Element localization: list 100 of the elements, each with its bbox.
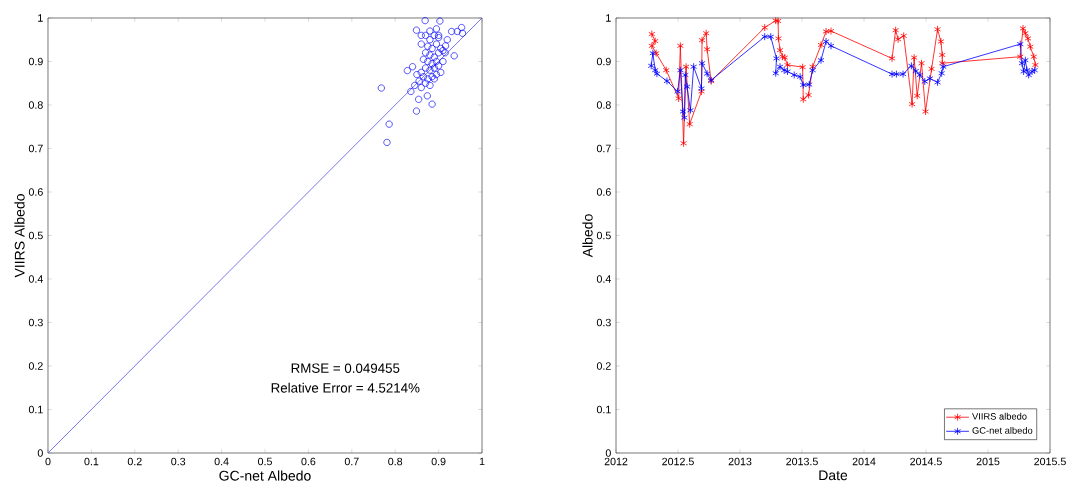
y-tick-label: 0.8: [596, 101, 611, 109]
point: [817, 56, 825, 65]
x-tick-label: 0.5: [258, 457, 272, 466]
x-tick-label: 0.3: [171, 457, 186, 466]
point: [799, 63, 807, 72]
point: [703, 45, 711, 54]
point: [772, 69, 780, 78]
annotation: RMSE = 0.049455: [291, 363, 400, 373]
point: [682, 62, 690, 71]
point: [1016, 40, 1024, 48]
point: [822, 27, 830, 36]
point: [908, 100, 916, 108]
point: [888, 70, 896, 78]
point: [776, 62, 784, 71]
x-tick-label: 2013.5: [786, 457, 818, 466]
x-axis-title: Date: [819, 470, 848, 481]
y-axis-title: Albedo: [582, 214, 593, 258]
point: [690, 62, 698, 71]
point: [698, 36, 706, 45]
point: [928, 65, 935, 73]
y-tick-label: 1: [606, 14, 611, 22]
point: [937, 37, 945, 46]
point: [809, 66, 817, 75]
point: [773, 54, 780, 63]
point: [675, 94, 683, 103]
x-tick-label: 0.2: [127, 457, 142, 466]
point: [805, 91, 812, 99]
y-tick-label: 0: [605, 449, 611, 457]
point: [674, 87, 682, 96]
point: [817, 41, 825, 49]
point: [686, 120, 694, 128]
point: [799, 81, 807, 89]
x-tick-label: 0.1: [84, 457, 99, 466]
y-tick-label: 0: [37, 449, 43, 457]
point: [662, 66, 670, 75]
legend-label: VIIRS albedo: [972, 412, 1027, 420]
x-tick-label: 0.6: [301, 457, 316, 466]
point: [913, 91, 921, 100]
y-tick-label: 0.3: [28, 318, 43, 327]
point: [892, 70, 900, 78]
point: [1026, 42, 1034, 51]
y-tick-label: 1: [38, 14, 43, 22]
point: [663, 77, 671, 85]
y-tick-label: 0.4: [28, 275, 43, 283]
y-tick-label: 0.9: [596, 57, 611, 66]
y-tick-label: 0.2: [596, 362, 611, 370]
point: [799, 95, 807, 104]
point: [918, 59, 925, 68]
x-tick-label: 0.4: [214, 457, 229, 466]
y-tick-label: 0.7: [28, 144, 43, 153]
point: [784, 67, 791, 76]
point: [1031, 66, 1039, 75]
point: [827, 27, 835, 35]
point: [761, 32, 769, 41]
point: [926, 74, 934, 83]
point: [805, 80, 813, 89]
x-tick-label: 2012.5: [662, 457, 694, 466]
point: [892, 26, 900, 35]
point: [687, 106, 694, 115]
point: [1016, 52, 1024, 61]
y-axis-title: VIIRS Albedo: [14, 194, 25, 278]
point: [1031, 61, 1039, 69]
point: [680, 139, 687, 148]
point: [938, 69, 946, 78]
y-tick-label: 0.5: [596, 231, 611, 240]
point: [775, 34, 782, 43]
point: [900, 31, 908, 40]
point: [934, 25, 941, 34]
x-tick-label: 2012: [604, 457, 628, 466]
y-tick-label: 0.4: [596, 275, 611, 283]
point: [790, 71, 798, 79]
y-tick-label: 0.3: [596, 318, 611, 327]
point: [761, 23, 769, 32]
y-tick-label: 0.1: [596, 405, 611, 414]
point: [676, 41, 684, 50]
y-tick-label: 0.6: [596, 188, 611, 196]
x-tick-label: 2013: [728, 457, 752, 466]
x-tick-label: 0.9: [431, 457, 446, 466]
point: [899, 70, 907, 78]
x-tick-label: 0.7: [344, 457, 359, 466]
point: [922, 107, 929, 116]
y-tick-label: 0.6: [28, 188, 43, 196]
point: [894, 35, 902, 44]
x-tick-label: 2015: [976, 457, 1000, 466]
point: [702, 29, 710, 38]
point: [910, 53, 918, 62]
x-tick-label: 0: [45, 457, 51, 466]
x-axis-title: GC-net Albedo: [219, 470, 311, 481]
x-tick-label: 0.8: [388, 457, 403, 466]
y-tick-label: 0.2: [28, 362, 43, 370]
annotation: Relative Error = 4.5214%: [271, 382, 420, 393]
y-tick-label: 0.8: [28, 101, 43, 109]
point: [767, 32, 775, 41]
point: [938, 51, 946, 59]
x-tick-label: 1: [479, 457, 485, 466]
x-tick-label: 2014: [852, 457, 876, 466]
x-tick-label: 2014.5: [910, 457, 942, 466]
point: [698, 59, 706, 68]
y-tick-label: 0.1: [28, 405, 43, 414]
y-tick-label: 0.5: [28, 231, 43, 240]
